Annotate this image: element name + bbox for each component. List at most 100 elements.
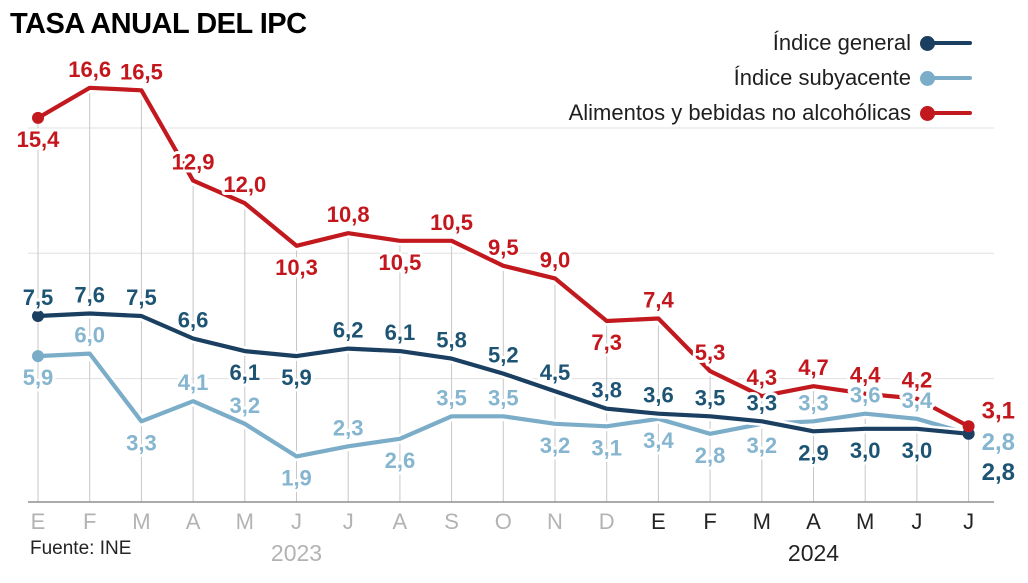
data-label-2-0: 15,4 — [17, 127, 61, 152]
data-label-0-5: 5,9 — [281, 365, 312, 390]
x-axis-month-label-5: J — [291, 509, 302, 534]
data-label-2-12: 7,4 — [643, 287, 674, 312]
legend-item-1: Índice subyacente — [734, 65, 974, 91]
legend-marker-icon — [920, 70, 974, 86]
series-point-dot-2-18 — [962, 420, 975, 433]
data-label-2-4: 12,0 — [223, 172, 266, 197]
data-label-1-3: 4,1 — [178, 370, 209, 395]
data-label-1-7: 2,6 — [385, 448, 416, 473]
legend-line-icon — [932, 75, 972, 81]
data-label-0-14: 3,3 — [747, 390, 778, 415]
x-axis-month-label-18: J — [963, 509, 974, 534]
series-line-1 — [35, 351, 971, 459]
data-label-1-9: 3,5 — [488, 385, 519, 410]
legend-marker-icon — [920, 35, 974, 51]
data-label-0-0: 7,5 — [23, 285, 54, 310]
data-label-0-12: 3,6 — [643, 383, 674, 408]
data-label-2-13: 5,3 — [695, 340, 726, 365]
x-axis-month-label-7: A — [393, 509, 408, 534]
x-axis-month-label-17: J — [911, 509, 922, 534]
data-label-1-15: 3,3 — [798, 390, 829, 415]
x-axis-month-label-6: J — [343, 509, 354, 534]
data-label-2-1: 16,6 — [68, 57, 111, 82]
data-label-1-12: 3,4 — [643, 428, 674, 453]
data-label-1-11: 3,1 — [591, 435, 622, 460]
data-label-0-10: 4,5 — [540, 360, 571, 385]
page-title: TASA ANUAL DEL IPC — [10, 8, 307, 40]
data-label-2-16: 4,4 — [850, 363, 881, 388]
data-label-2-11: 7,3 — [591, 330, 622, 355]
data-label-0-15: 2,9 — [798, 440, 829, 465]
series-point-dot-0-0 — [32, 309, 44, 322]
x-axis-month-label-11: D — [599, 509, 615, 534]
data-label-2-3: 12,9 — [172, 150, 215, 175]
data-label-0-18: 2,8 — [982, 459, 1015, 486]
data-label-0-7: 6,1 — [385, 320, 416, 345]
data-label-0-13: 3,5 — [695, 385, 726, 410]
legend-item-0: Índice general — [773, 30, 974, 56]
legend-item-2: Alimentos y bebidas no alcohólicas — [569, 100, 974, 126]
series-line-2 — [35, 85, 971, 429]
x-axis-year-label-2023: 2023 — [271, 540, 322, 566]
data-label-2-6: 10,8 — [327, 202, 370, 227]
data-label-2-9: 9,5 — [488, 235, 519, 260]
x-axis-month-label-8: S — [444, 509, 459, 534]
data-label-1-8: 3,5 — [436, 385, 467, 410]
data-label-1-17: 3,4 — [902, 388, 933, 413]
series-line-0 — [35, 311, 971, 436]
series-point-dot-1-0 — [32, 350, 44, 363]
data-label-0-9: 5,2 — [488, 343, 519, 368]
series-point-dot-2-0 — [32, 111, 44, 124]
data-label-1-16: 3,6 — [850, 383, 881, 408]
x-axis-month-label-15: A — [806, 509, 821, 534]
x-axis-month-label-16: M — [856, 509, 874, 534]
data-label-1-0: 5,9 — [23, 365, 54, 390]
legend-item-label: Índice subyacente — [733, 65, 911, 90]
data-label-0-17: 3,0 — [902, 438, 933, 463]
legend: Índice general Índice subyacente Alimentos… — [569, 30, 974, 126]
data-label-0-11: 3,8 — [591, 378, 622, 403]
legend-dot-icon — [920, 105, 935, 121]
x-axis-month-label-0: E — [31, 509, 46, 534]
data-label-0-3: 6,6 — [178, 308, 209, 333]
data-label-2-5: 10,3 — [275, 255, 318, 280]
data-label-1-14: 3,2 — [747, 433, 778, 458]
legend-item-label: Índice general — [772, 30, 911, 55]
data-label-1-18: 2,8 — [982, 429, 1015, 456]
data-label-0-2: 7,5 — [126, 285, 157, 310]
data-label-2-10: 9,0 — [540, 247, 571, 272]
data-label-2-14: 4,3 — [747, 365, 778, 390]
data-label-2-7: 10,5 — [378, 250, 421, 275]
data-label-1-13: 2,8 — [695, 443, 726, 468]
x-axis-month-label-12: E — [651, 509, 666, 534]
x-axis-year-label-2024: 2024 — [788, 540, 839, 566]
legend-item-label: Alimentos y bebidas no alcohólicas — [568, 100, 911, 125]
x-axis-month-label-1: F — [83, 509, 96, 534]
legend-dot-icon — [920, 35, 935, 51]
data-label-1-4: 3,2 — [230, 393, 261, 418]
source-note: Fuente: INE — [30, 538, 132, 559]
data-label-1-2: 3,3 — [126, 430, 157, 455]
data-label-2-2: 16,5 — [120, 59, 163, 84]
x-axis-month-label-3: A — [186, 509, 201, 534]
x-axis-month-label-14: M — [753, 509, 771, 534]
x-axis-month-label-13: F — [703, 509, 716, 534]
data-label-0-6: 6,2 — [333, 318, 364, 343]
data-label-0-16: 3,0 — [850, 438, 881, 463]
data-label-2-17: 4,2 — [902, 368, 933, 393]
data-label-0-1: 7,6 — [74, 282, 105, 307]
x-axis-month-label-4: M — [236, 509, 254, 534]
data-label-0-8: 5,8 — [436, 328, 467, 353]
data-label-1-5: 1,9 — [281, 465, 312, 490]
x-axis-month-label-2: M — [132, 509, 150, 534]
legend-marker-icon — [920, 105, 974, 121]
data-label-2-18: 3,1 — [982, 397, 1015, 424]
data-label-2-8: 10,5 — [430, 210, 473, 235]
legend-line-icon — [932, 40, 972, 46]
data-label-1-6: 2,3 — [333, 415, 364, 440]
data-label-2-15: 4,7 — [798, 355, 829, 380]
data-label-1-1: 6,0 — [74, 323, 105, 348]
data-label-1-10: 3,2 — [540, 433, 571, 458]
legend-dot-icon — [920, 70, 935, 86]
